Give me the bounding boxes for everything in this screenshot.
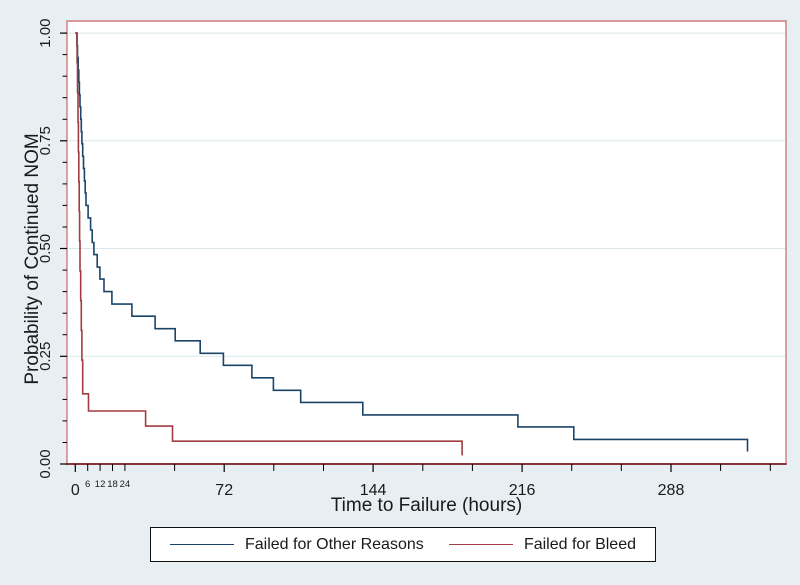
x-tick-label: 144 bbox=[360, 482, 387, 499]
legend-label-bleed: Failed for Bleed bbox=[523, 535, 636, 553]
y-tick-label: 1.00 bbox=[37, 18, 54, 47]
legend-item-bleed: Failed for Bleed bbox=[448, 535, 636, 554]
x-tick-label: 72 bbox=[215, 482, 233, 499]
legend-line-other-reasons bbox=[170, 544, 234, 545]
legend-label-other-reasons: Failed for Other Reasons bbox=[245, 535, 424, 553]
y-axis-title: Probability of Continued NOM bbox=[22, 133, 43, 385]
legend-line-bleed bbox=[448, 544, 513, 545]
legend-item-other-reasons: Failed for Other Reasons bbox=[170, 536, 424, 554]
plot-area bbox=[67, 21, 786, 464]
x-small-tick-label: 6 bbox=[85, 479, 90, 490]
y-tick-label: 0.00 bbox=[37, 449, 54, 478]
x-tick-label: 0 bbox=[71, 482, 80, 499]
x-small-tick-label: 12 bbox=[95, 479, 106, 490]
x-tick-label: 216 bbox=[509, 482, 536, 499]
x-tick-label: 288 bbox=[658, 482, 685, 499]
legend: Failed for Other Reasons Failed for Blee… bbox=[150, 527, 656, 562]
x-small-tick-label: 24 bbox=[120, 479, 131, 490]
y-tick-label: 0.75 bbox=[37, 126, 54, 155]
plot-frame bbox=[66, 20, 787, 464]
y-tick-label: 0.25 bbox=[37, 342, 54, 371]
x-axis-title: Time to Failure (hours) bbox=[330, 495, 523, 516]
x-small-tick-label: 18 bbox=[107, 479, 118, 490]
km-curve-bleed bbox=[75, 32, 463, 456]
y-tick-label: 0.50 bbox=[37, 234, 54, 263]
km-curve-other-reasons bbox=[75, 32, 749, 452]
